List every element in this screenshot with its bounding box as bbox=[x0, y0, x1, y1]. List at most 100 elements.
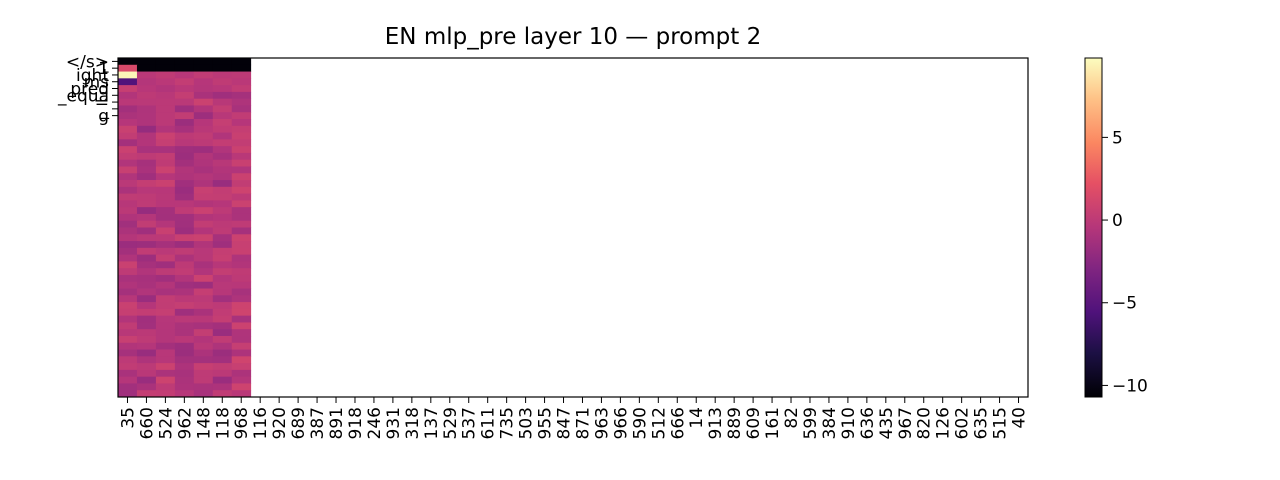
heatmap-cell bbox=[118, 213, 138, 222]
x-tick-label: 318 bbox=[403, 407, 423, 439]
heatmap-cell bbox=[193, 91, 214, 100]
heatmap-cell bbox=[118, 64, 138, 72]
heatmap-cell bbox=[155, 112, 176, 120]
x-tick-label: 35 bbox=[118, 407, 138, 429]
x-tick-label: 529 bbox=[441, 407, 461, 439]
y-tick-label: </s> bbox=[66, 52, 109, 72]
heatmap-cell bbox=[118, 207, 138, 215]
heatmap-cell bbox=[155, 376, 176, 384]
heatmap-cell bbox=[231, 132, 252, 140]
heatmap-cell bbox=[231, 308, 252, 317]
heatmap-cell bbox=[193, 166, 214, 174]
heatmap-cell bbox=[118, 112, 138, 120]
heatmap-cell bbox=[118, 315, 138, 323]
x-tick-label: 968 bbox=[232, 407, 252, 439]
heatmap-cell bbox=[136, 213, 157, 222]
heatmap-cell bbox=[136, 335, 157, 344]
heatmap-cell bbox=[231, 288, 252, 296]
heatmap-cell bbox=[118, 132, 138, 140]
heatmap-cell bbox=[212, 342, 233, 350]
heatmap-cell bbox=[118, 193, 138, 201]
heatmap-cell bbox=[231, 64, 252, 72]
heatmap-cell bbox=[118, 200, 138, 208]
x-tick-label: 512 bbox=[649, 407, 669, 439]
heatmap-cell bbox=[155, 132, 176, 140]
heatmap-cell bbox=[231, 390, 252, 398]
heatmap-cell bbox=[193, 288, 214, 296]
heatmap-cell bbox=[155, 315, 176, 323]
x-tick-label: 918 bbox=[346, 407, 366, 439]
heatmap-cell bbox=[212, 98, 233, 106]
heatmap-cell bbox=[174, 91, 195, 100]
heatmap-cell bbox=[136, 139, 157, 147]
heatmap-cell bbox=[193, 213, 214, 222]
heatmap-cell bbox=[136, 78, 157, 86]
heatmap-cell bbox=[193, 274, 214, 283]
x-tick-label: 931 bbox=[384, 407, 404, 439]
heatmap-cell bbox=[193, 281, 214, 289]
heatmap-cell bbox=[231, 376, 252, 384]
heatmap-cell bbox=[155, 390, 176, 398]
heatmap-cell bbox=[155, 322, 176, 330]
heatmap-cell bbox=[212, 200, 233, 208]
x-tick-label: 537 bbox=[460, 407, 480, 439]
heatmap-cell bbox=[231, 315, 252, 323]
heatmap-cell bbox=[155, 193, 176, 201]
heatmap-cell bbox=[136, 166, 157, 174]
heatmap-cell bbox=[118, 261, 138, 269]
heatmap-cell bbox=[118, 329, 138, 337]
heatmap-cell bbox=[136, 85, 157, 93]
heatmap-cell bbox=[155, 281, 176, 289]
heatmap-cell bbox=[212, 241, 233, 249]
heatmap-cell bbox=[155, 159, 176, 167]
x-tick-label: 611 bbox=[479, 407, 499, 439]
heatmap-cell bbox=[118, 146, 138, 154]
colorbar-tick-label: 5 bbox=[1112, 128, 1123, 148]
heatmap-cell bbox=[174, 342, 195, 350]
heatmap-cell bbox=[193, 58, 214, 66]
heatmap-cell bbox=[231, 193, 252, 201]
heatmap-cell bbox=[155, 349, 176, 357]
heatmap-cell bbox=[231, 213, 252, 222]
heatmap-cell bbox=[155, 78, 176, 86]
colorbar-tick-label: 0 bbox=[1112, 211, 1123, 231]
heatmap-cell bbox=[118, 234, 138, 242]
heatmap-cell bbox=[155, 356, 176, 364]
heatmap-cell bbox=[136, 220, 157, 228]
heatmap-cell bbox=[155, 152, 176, 161]
heatmap-cell bbox=[193, 261, 214, 269]
heatmap-cell bbox=[118, 227, 138, 235]
heatmap-cell bbox=[136, 302, 157, 310]
x-tick-label: 820 bbox=[915, 407, 935, 439]
x-tick-label: 590 bbox=[630, 407, 650, 439]
heatmap-cell bbox=[231, 268, 252, 276]
heatmap-cell bbox=[136, 173, 157, 181]
heatmap-cell bbox=[193, 132, 214, 140]
x-tick-label: 137 bbox=[422, 407, 442, 439]
heatmap-cell bbox=[212, 383, 233, 391]
heatmap-cell bbox=[212, 139, 233, 147]
heatmap-cell bbox=[118, 281, 138, 289]
x-tick-label: 920 bbox=[270, 407, 290, 439]
heatmap-cell bbox=[136, 261, 157, 269]
x-tick-label: 955 bbox=[536, 407, 556, 439]
x-tick-label: 913 bbox=[706, 407, 726, 439]
heatmap-cell bbox=[231, 78, 252, 86]
heatmap-cell bbox=[193, 302, 214, 310]
heatmap-cell bbox=[193, 85, 214, 93]
heatmap-cell bbox=[212, 302, 233, 310]
heatmap-cell bbox=[155, 85, 176, 93]
heatmap-cell bbox=[118, 105, 138, 113]
heatmap-cell bbox=[136, 274, 157, 283]
heatmap-cell bbox=[193, 335, 214, 344]
heatmap-cell bbox=[193, 146, 214, 154]
x-tick-label: 161 bbox=[763, 407, 783, 439]
heatmap-cell bbox=[212, 125, 233, 133]
heatmap-cell bbox=[212, 146, 233, 154]
heatmap-cell bbox=[231, 71, 252, 79]
heatmap-cell bbox=[193, 78, 214, 86]
heatmap-cell bbox=[174, 376, 195, 384]
heatmap-cell bbox=[155, 91, 176, 100]
x-tick-label: 384 bbox=[820, 407, 840, 439]
heatmap-cell bbox=[231, 241, 252, 249]
